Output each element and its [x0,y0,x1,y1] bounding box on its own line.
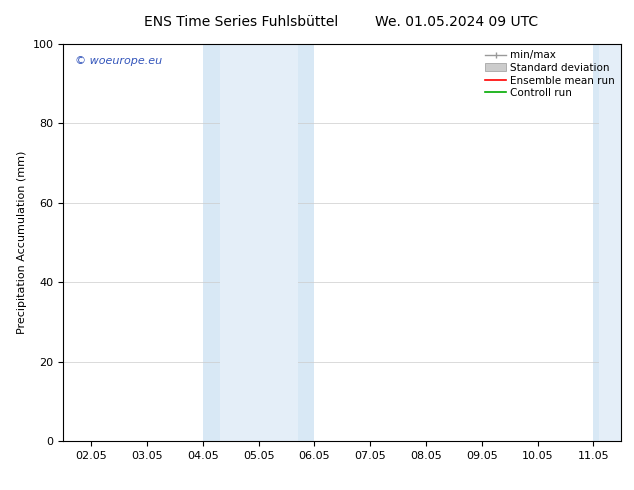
Bar [593,44,621,441]
Y-axis label: Precipitation Accumulation (mm): Precipitation Accumulation (mm) [17,151,27,334]
Text: © woeurope.eu: © woeurope.eu [75,56,162,66]
Legend: min/max, Standard deviation, Ensemble mean run, Controll run: min/max, Standard deviation, Ensemble me… [482,47,618,101]
Text: ENS Time Series Fuhlsbüttel: ENS Time Series Fuhlsbüttel [144,15,338,29]
Text: We. 01.05.2024 09 UTC: We. 01.05.2024 09 UTC [375,15,538,29]
Bar [231,44,314,441]
Bar [219,44,298,441]
Bar [203,44,231,441]
Bar [599,44,621,441]
